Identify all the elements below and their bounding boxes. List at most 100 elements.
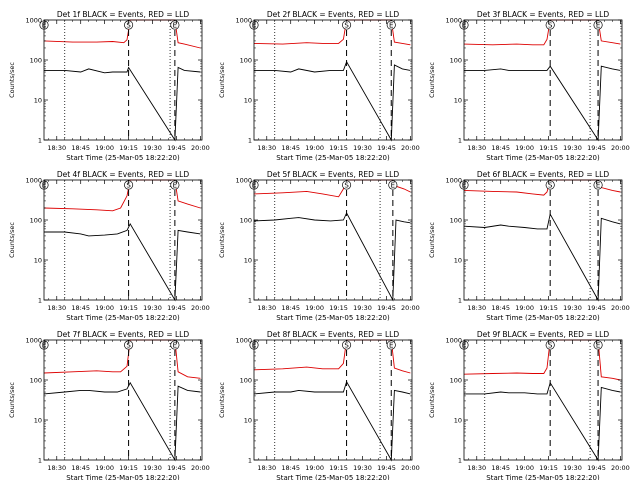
events-rate-line [254,60,411,142]
marker-label: E [596,342,600,350]
y-tick-label: 1000 [25,337,42,345]
y-tick-label: 10 [454,417,462,425]
y-tick-label: 1 [38,137,42,145]
x-tick-label: 19:00 [305,144,324,152]
marker-label: S [344,342,349,350]
x-tick-label: 19:45 [587,144,606,152]
plot-frame [43,339,203,461]
x-tick-label: 19:30 [563,304,582,312]
y-tick-label: 100 [450,377,462,385]
x-axis-label: Start Time (25-Mar-05 18:22:20) [276,154,390,162]
y-tick-label: 10 [454,257,462,265]
chart-panel-7: Det 7f BLACK = Events, RED = LLD Counts/s… [8,330,210,480]
x-tick-label: 20:00 [191,304,210,312]
x-tick-label: 19:15 [119,304,138,312]
chart-title: Det 9f BLACK = Events, RED = LLD [477,330,610,339]
y-axis-label: Counts/sec [218,62,226,98]
marker-circle [170,180,180,190]
chart-title: Det 1f BLACK = Events, RED = LLD [57,10,190,19]
y-tick-label: 10 [34,97,42,105]
y-tick-label: 1 [38,457,42,465]
chart-panel-2: Det 2f BLACK = Events, RED = LLD Counts/s… [218,10,420,162]
y-tick-label: 1000 [235,17,252,25]
y-axis-label: Counts/sec [218,382,226,418]
marker-circle [170,340,180,350]
lld-rate-line [253,179,411,198]
x-tick-label: 19:45 [167,144,186,152]
events-rate-line [463,212,621,302]
x-tick-label: 19:00 [95,144,114,152]
y-tick-label: 100 [30,57,42,65]
x-tick-label: 18:45 [491,144,510,152]
x-tick-label: 20:00 [611,144,630,152]
plot-frame [463,179,623,301]
x-tick-label: 19:15 [329,144,348,152]
y-axis-label: Counts/sec [8,222,16,258]
y-tick-label: 100 [30,217,42,225]
x-tick-label: 18:45 [71,144,90,152]
x-axis-label: Start Time (25-Mar-05 18:22:20) [276,314,390,322]
x-tick-label: 19:15 [539,304,558,312]
x-axis-label: Start Time (25-Mar-05 18:22:20) [486,314,600,322]
y-tick-label: 1000 [445,177,462,185]
y-tick-label: 100 [240,217,252,225]
x-tick-label: 20:00 [191,144,210,152]
y-axis-label: Counts/sec [428,222,436,258]
x-tick-label: 19:15 [119,144,138,152]
marker-label: E [389,22,393,30]
plot-frame [463,339,623,461]
x-tick-label: 19:15 [329,464,348,472]
chart-panel-1: Det 1f BLACK = Events, RED = LLD Counts/s… [8,10,210,162]
x-tick-label: 18:45 [71,304,90,312]
y-tick-label: 1000 [235,337,252,345]
x-tick-label: 19:45 [587,304,606,312]
marker-label: S [548,182,553,190]
y-tick-label: 10 [34,257,42,265]
x-tick-label: 20:00 [611,464,630,472]
x-tick-label: 19:00 [95,304,114,312]
plot-frame [43,179,203,301]
y-axis-label: Counts/sec [218,222,226,258]
y-tick-label: 10 [244,417,252,425]
x-tick-label: 19:30 [353,144,372,152]
lld-rate-line [463,19,621,46]
x-tick-label: 19:45 [167,304,186,312]
x-tick-label: 18:45 [491,304,510,312]
marker-label: E [389,342,393,350]
chart-title: Det 5f BLACK = Events, RED = LLD [267,170,400,179]
plot-frame [253,179,413,301]
lld-rate-line [463,179,621,196]
x-tick-label: 19:00 [95,464,114,472]
marker-label: E [173,182,177,190]
marker-label: S [548,342,553,350]
x-tick-label: 20:00 [401,304,420,312]
y-tick-label: 1 [248,297,252,305]
y-tick-label: 1 [248,457,252,465]
x-tick-label: 19:45 [587,464,606,472]
x-tick-label: 18:45 [281,144,300,152]
x-tick-label: 18:30 [257,144,276,152]
y-tick-label: 100 [450,57,462,65]
x-tick-label: 19:30 [353,304,372,312]
chart-panel-9: Det 9f BLACK = Events, RED = LLD Counts/s… [428,330,630,480]
marker-label: E [596,22,600,30]
y-axis-label: Counts/sec [428,62,436,98]
y-tick-label: 1000 [25,177,42,185]
x-axis-label: Start Time (25-Mar-05 18:22:20) [486,154,600,162]
y-tick-label: 10 [244,257,252,265]
marker-label: S [126,182,131,190]
y-tick-label: 1000 [25,17,42,25]
chart-panel-3: Det 3f BLACK = Events, RED = LLD Counts/s… [428,10,630,162]
x-tick-label: 20:00 [611,304,630,312]
x-tick-label: 18:45 [281,464,300,472]
marker-circle [545,180,555,190]
y-tick-label: 1 [458,137,462,145]
y-axis-label: Counts/sec [8,382,16,418]
marker-label: E [173,22,177,30]
y-tick-label: 10 [454,97,462,105]
chart-title: Det 8f BLACK = Events, RED = LLD [267,330,400,339]
chart-title: Det 6f BLACK = Events, RED = LLD [477,170,610,179]
y-tick-label: 1 [458,297,462,305]
x-tick-label: 18:45 [71,464,90,472]
x-tick-label: 19:30 [143,144,162,152]
